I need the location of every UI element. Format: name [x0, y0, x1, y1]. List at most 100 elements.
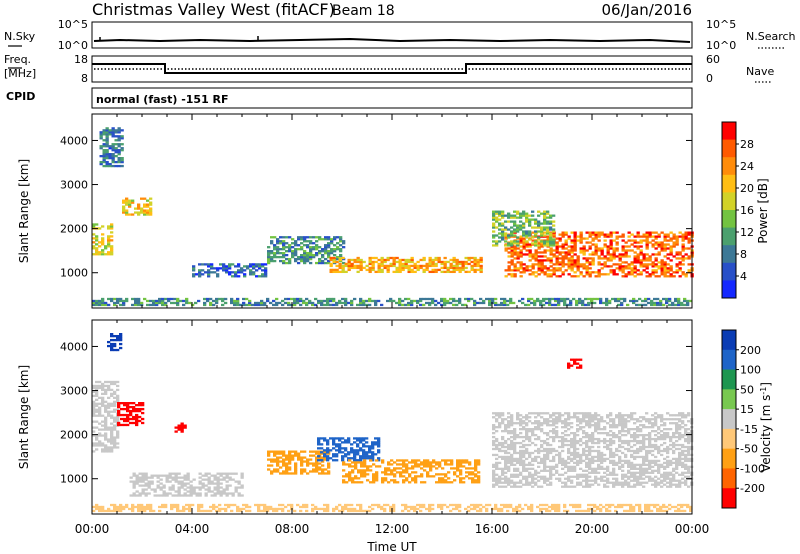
echo-cell [431, 297, 435, 301]
echo-cell [309, 454, 313, 457]
echo-cell [573, 412, 577, 415]
echo-cell [165, 492, 169, 495]
echo-cell [146, 199, 150, 202]
echo-cell [110, 392, 114, 396]
echo-cell [222, 269, 226, 272]
echo-cell [546, 235, 550, 238]
echo-cell [507, 234, 511, 237]
echo-cell [666, 428, 670, 431]
echo-cell [207, 476, 211, 479]
echo-cell [147, 484, 151, 487]
echo-cell [492, 416, 496, 419]
echo-cell [669, 251, 673, 254]
echo-cell [360, 469, 364, 472]
echo-cell [126, 419, 130, 423]
echo-cell [573, 437, 577, 441]
echo-cell [279, 252, 283, 255]
echo-cell [92, 394, 96, 398]
echo-cell [549, 465, 553, 469]
echo-cell [519, 463, 523, 467]
echo-cell [377, 449, 381, 452]
echo-cell [318, 257, 322, 261]
echo-cell [636, 247, 640, 250]
echo-cell [567, 439, 571, 443]
echo-cell [386, 256, 390, 260]
echo-cell [180, 494, 184, 497]
echo-cell [492, 469, 496, 472]
echo-cell [507, 451, 511, 455]
echo-cell [441, 467, 445, 470]
echo-cell [602, 301, 606, 305]
echo-cell [612, 455, 616, 459]
echo-cell [102, 155, 106, 158]
echo-cell [612, 257, 616, 260]
echo-cell [585, 479, 589, 482]
echo-cell [126, 402, 130, 405]
echo-cell [588, 483, 592, 486]
echo-cell [684, 439, 688, 443]
echo-cell [101, 434, 105, 437]
echo-cell [585, 269, 589, 272]
echo-cell [651, 418, 655, 421]
echo-cell [657, 428, 661, 431]
echo-cell [101, 251, 105, 254]
echo-cell [192, 478, 196, 481]
echo-cell [536, 299, 540, 303]
echo-cell [360, 463, 364, 466]
echo-cell [117, 164, 121, 168]
echo-cell [638, 303, 642, 307]
echo-cell [207, 482, 211, 485]
echo-cell [294, 468, 298, 471]
echo-cell [360, 475, 364, 478]
echo-cell [573, 243, 577, 246]
echo-cell [107, 426, 111, 429]
echo-cell [300, 450, 304, 453]
echo-cell [681, 426, 685, 429]
echo-cell [513, 247, 517, 250]
echo-cell [110, 416, 114, 419]
echo-cell [501, 469, 505, 472]
echo-cell [123, 402, 127, 405]
echo-cell [594, 253, 598, 256]
echo-cell [392, 264, 396, 268]
cpid-frame [91, 87, 693, 109]
echo-cell [422, 303, 426, 307]
echo-cell [428, 301, 432, 305]
echo-cell [120, 135, 124, 138]
echo-cell [531, 271, 535, 274]
echo-cell [612, 418, 616, 421]
echo-cell [621, 416, 625, 419]
echo-cell [540, 422, 544, 425]
echo-cell [552, 244, 556, 247]
echo-cell [341, 457, 345, 460]
echo-cell [582, 441, 586, 445]
echo-cell [332, 256, 336, 260]
echo-cell [474, 475, 478, 478]
echo-cell [648, 459, 652, 463]
echo-cell [510, 249, 514, 252]
echo-cell [678, 231, 682, 234]
echo-cell [363, 475, 367, 478]
echo-cell [537, 414, 541, 417]
echo-cell [507, 416, 511, 419]
echo-cell [371, 266, 375, 270]
echo-cell [680, 301, 684, 305]
echo-cell [143, 209, 147, 212]
echo-cell [98, 432, 102, 435]
echo-cell [335, 270, 339, 274]
echo-cell [534, 255, 538, 258]
echo-cell [633, 471, 637, 474]
echo-cell [279, 240, 283, 243]
echo-cell [612, 481, 616, 484]
echo-cell [513, 443, 517, 447]
echo-cell [564, 269, 568, 272]
echo-cell [534, 428, 538, 431]
echo-cell [473, 268, 477, 272]
echo-cell [630, 239, 634, 242]
echo-cell [240, 494, 244, 497]
echo-cell [525, 469, 529, 472]
echo-cell [633, 251, 637, 254]
echo-cell [564, 439, 568, 443]
echo-cell [143, 205, 147, 208]
echo-cell [104, 448, 108, 451]
